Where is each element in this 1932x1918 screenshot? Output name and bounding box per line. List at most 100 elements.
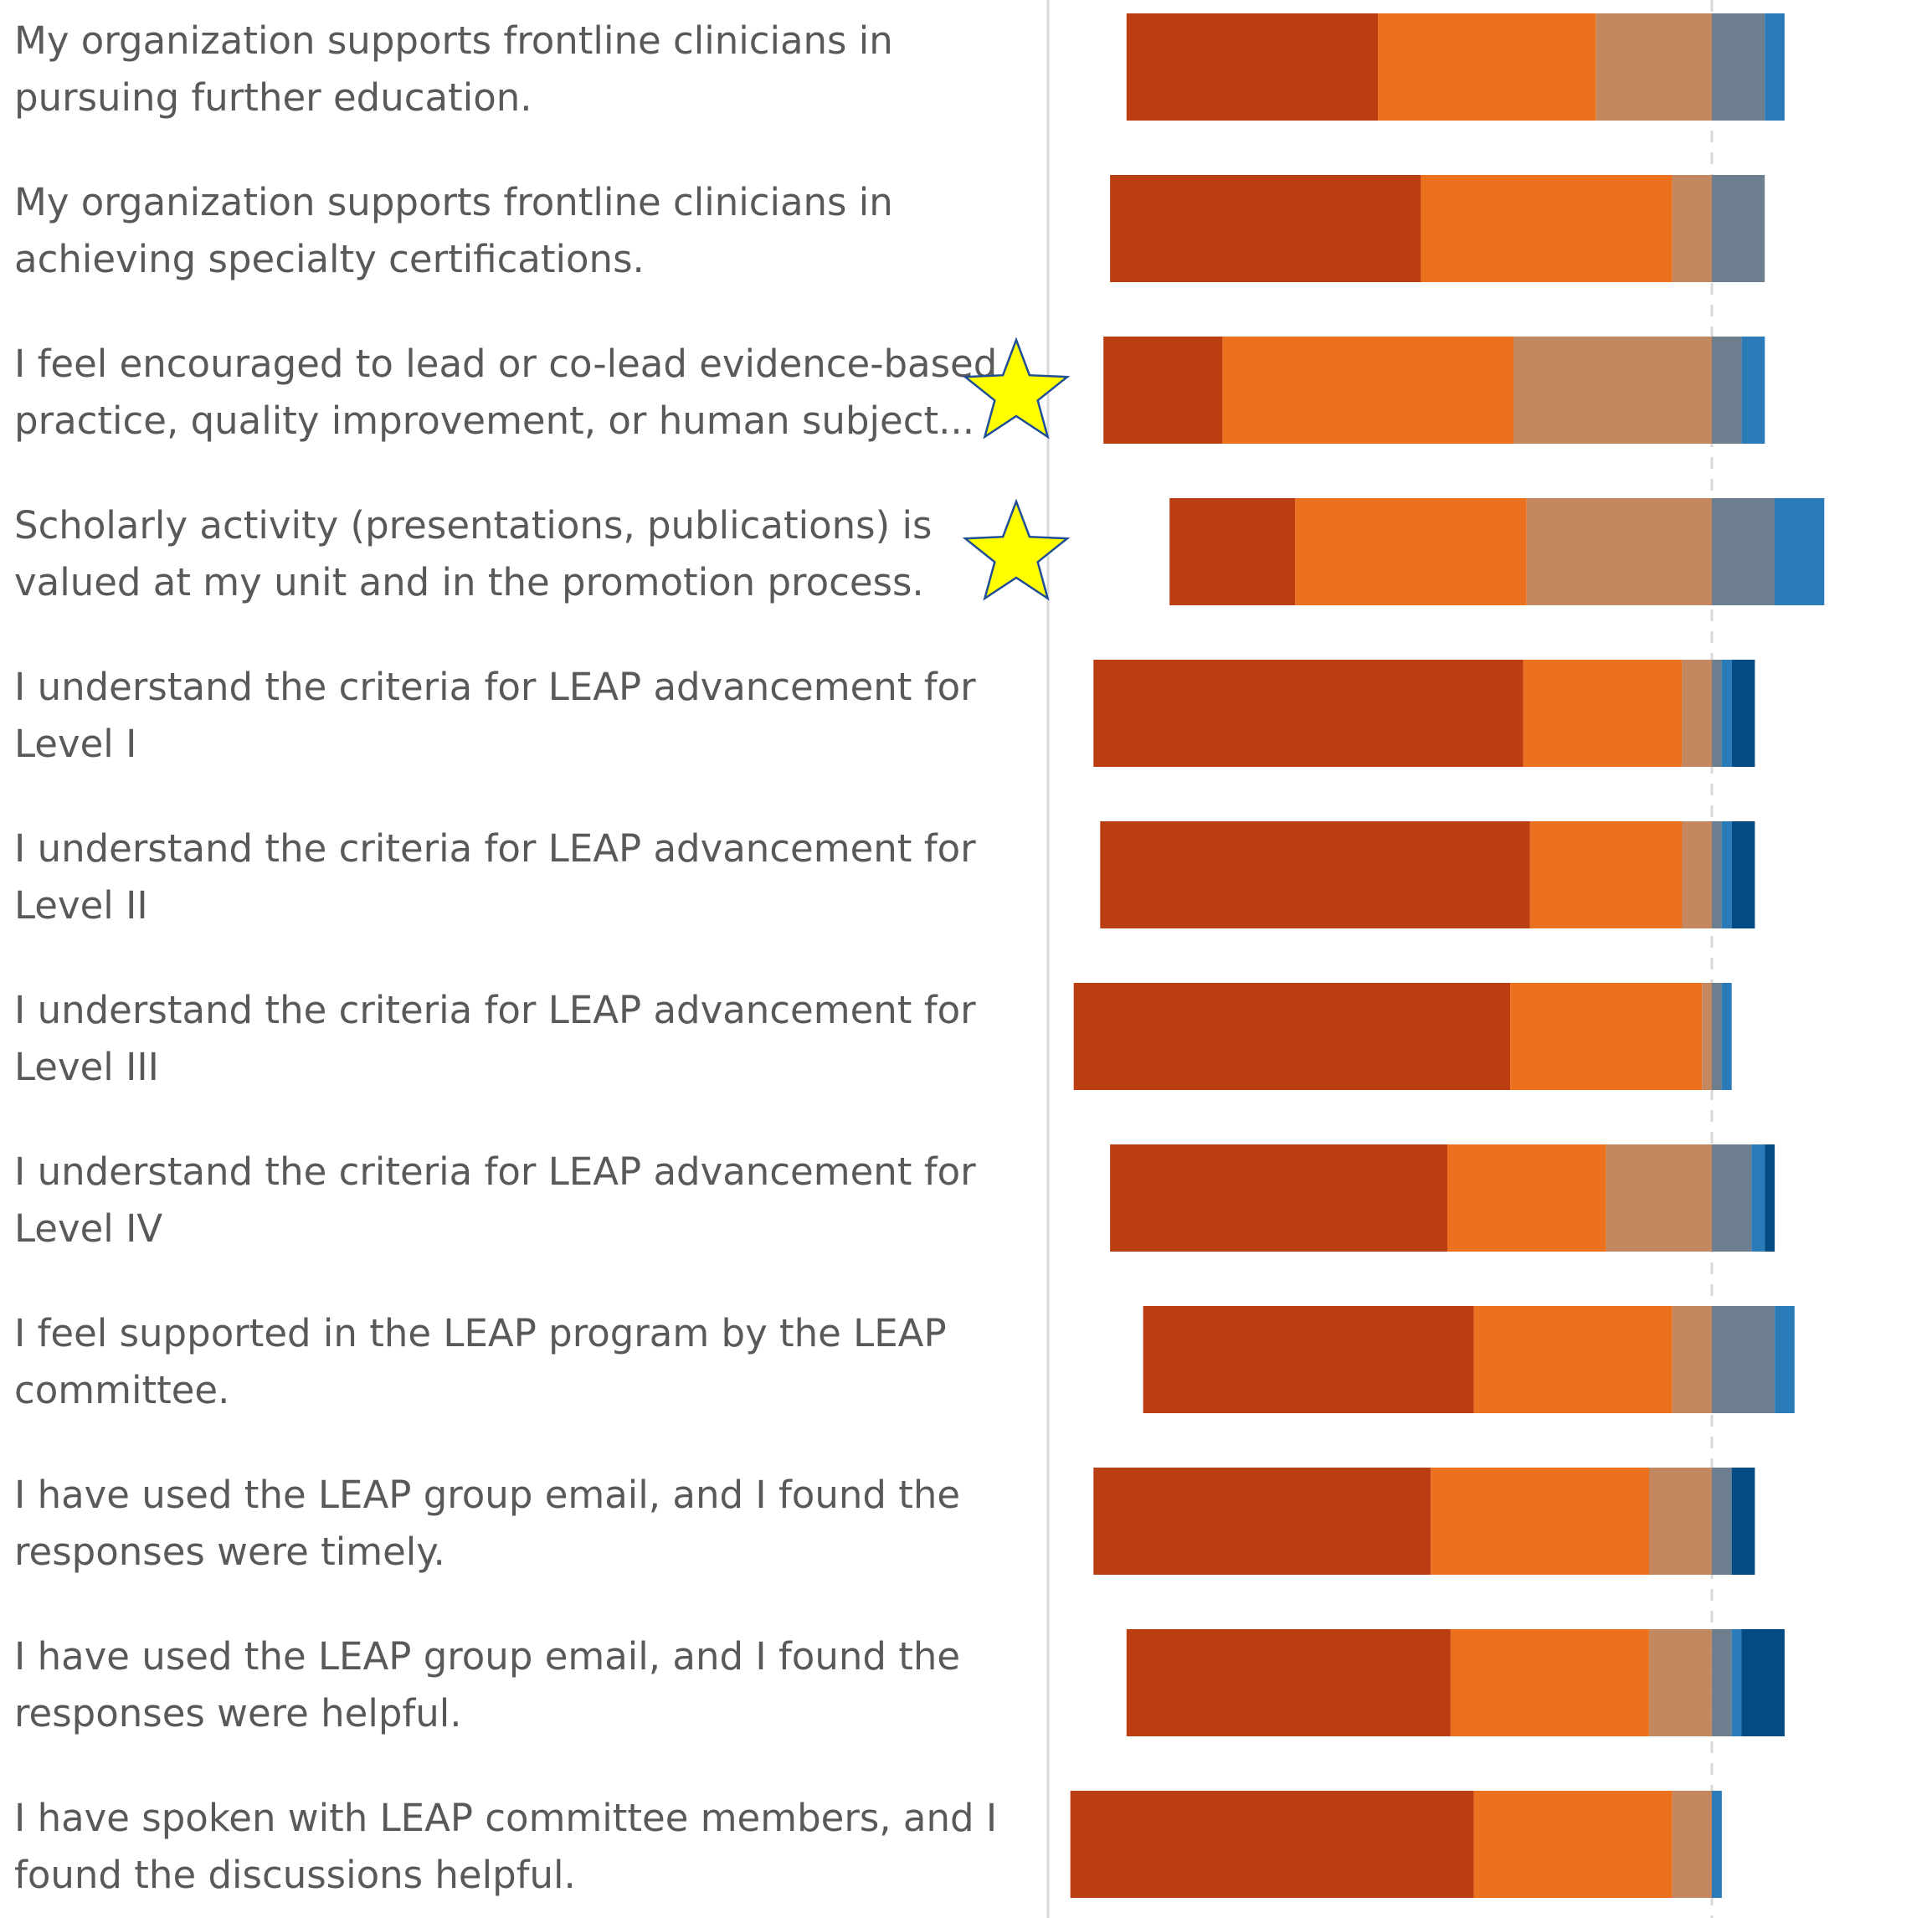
bar-segment [1126,1629,1451,1736]
bar-segment [1421,175,1673,282]
category-label: I have used the LEAP group email, and I … [14,1473,960,1574]
bar-segment [1712,821,1722,928]
category-label: I have spoken with LEAP committee member… [14,1796,997,1897]
bar-segment [1103,337,1223,444]
category-label: I understand the criteria for LEAP advan… [14,826,976,928]
bar-segment [1672,1306,1712,1413]
category-label-line: I understand the criteria for LEAP advan… [14,1149,976,1194]
bar-segment [1100,821,1530,928]
bar-segment [1712,337,1742,444]
category-label-line: committee. [14,1368,229,1412]
bar-segment [1702,983,1713,1090]
bar-segment [1682,660,1712,767]
category-label-line: found the discussions helpful. [14,1853,576,1897]
highlight-markers [962,337,1071,601]
category-label: My organization supports frontline clini… [14,180,893,281]
category-label-line: Level IV [14,1206,162,1251]
bar-segment [1110,1144,1447,1252]
category-label-line: I understand the criteria for LEAP advan… [14,665,976,709]
bar-segment [1712,498,1775,605]
bar-segment [1712,1144,1752,1252]
bar-rows [1070,13,1825,1898]
bar-segment [1721,821,1732,928]
bar-segment [1526,498,1712,605]
bar-segment [1682,821,1713,928]
bar-segment [1510,983,1703,1090]
category-label: I understand the criteria for LEAP advan… [14,988,976,1089]
category-label-line: My organization supports frontline clini… [14,18,893,63]
category-label-line: responses were helpful. [14,1691,462,1735]
bar-segment [1378,13,1596,121]
bar-segment [1775,498,1825,605]
category-label-line: My organization supports frontline clini… [14,180,893,224]
bar-segment [1222,337,1513,444]
bar-segment [1473,1306,1673,1413]
category-label: I understand the criteria for LEAP advan… [14,1149,976,1251]
bar-segment [1712,1629,1732,1736]
category-label-line: I feel supported in the LEAP program by … [14,1311,947,1355]
bar-segment [1712,13,1765,121]
bar-segment [1731,821,1755,928]
bar-segment [1741,1629,1785,1736]
bar-segment [1070,1791,1474,1898]
bar-segment [1126,13,1378,121]
category-label-line: I feel encouraged to lead or co-lead evi… [14,342,997,386]
bar-segment [1295,498,1527,605]
bar-segment [1775,1306,1795,1413]
bar-segment [1712,1306,1775,1413]
bar-segment [1473,1791,1673,1898]
category-label-line: valued at my unit and in the promotion p… [14,560,924,604]
category-label-line: practice, quality improvement, or human … [14,399,974,443]
category-label: I have used the LEAP group email, and I … [14,1634,960,1735]
category-label-line: pursuing further education. [14,75,532,120]
bar-segment [1712,983,1722,1090]
category-label-line: I have used the LEAP group email, and I … [14,1634,960,1679]
bar-segment [1073,983,1511,1090]
bar-segment [1431,1468,1649,1575]
bar-segment [1093,1468,1431,1575]
bar-segment [1093,660,1524,767]
category-label-line: achieving specialty certifications. [14,237,645,281]
bar-segment [1765,1144,1775,1252]
category-label: I understand the criteria for LEAP advan… [14,665,976,766]
bar-segment [1450,1629,1649,1736]
bar-segment [1731,660,1755,767]
category-label-line: I understand the criteria for LEAP advan… [14,988,976,1032]
bar-segment [1169,498,1296,605]
bar-segment [1447,1144,1606,1252]
bar-segment [1751,1144,1765,1252]
bar-segment [1672,1791,1712,1898]
star-icon [962,498,1071,601]
bar-segment [1110,175,1421,282]
bar-segment [1712,1468,1732,1575]
category-labels: My organization supports frontline clini… [14,18,997,1897]
bar-segment [1712,175,1765,282]
bar-segment [1529,821,1683,928]
bar-segment [1731,1468,1755,1575]
category-label-line: responses were timely. [14,1530,445,1574]
bar-segment [1741,337,1765,444]
bar-segment [1649,1468,1712,1575]
category-label-line: I understand the criteria for LEAP advan… [14,826,976,871]
category-label-line: I have used the LEAP group email, and I … [14,1473,960,1517]
bar-segment [1721,983,1732,1090]
bar-segment [1721,660,1732,767]
category-label-line: Scholarly activity (presentations, publi… [14,503,932,548]
category-label-line: I have spoken with LEAP committee member… [14,1796,997,1840]
category-label: I feel encouraged to lead or co-lead evi… [14,342,997,443]
category-label: My organization supports frontline clini… [14,18,893,120]
star-icon [962,337,1071,440]
bar-segment [1143,1306,1474,1413]
category-label-line: Level I [14,722,136,766]
bar-segment [1523,660,1683,767]
bar-segment [1648,1629,1712,1736]
bar-segment [1712,1791,1722,1898]
bar-segment [1672,175,1712,282]
bar-segment [1712,660,1722,767]
category-label-line: Level II [14,883,148,928]
bar-segment [1765,13,1785,121]
bar-segment [1595,13,1713,121]
bar-segment [1606,1144,1712,1252]
category-label-line: Level III [14,1045,159,1089]
